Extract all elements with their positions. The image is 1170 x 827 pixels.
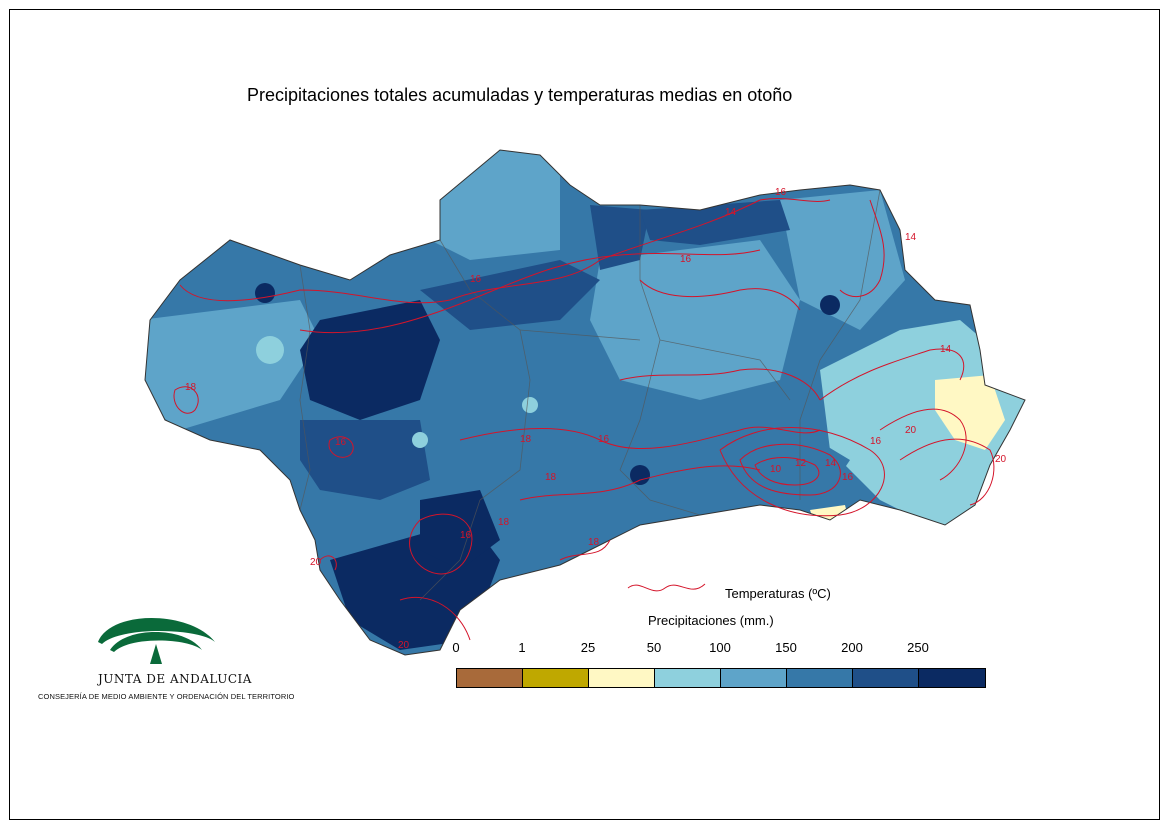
bin-label: 250 <box>907 640 929 655</box>
temperature-legend-label: Temperaturas (ºC) <box>725 586 831 601</box>
isotherm-label: 20 <box>398 640 410 651</box>
isotherm-label: 18 <box>588 537 600 548</box>
bin-label: 1 <box>518 640 526 655</box>
isotherm-label: 18 <box>520 434 532 445</box>
bin-label: 50 <box>646 640 662 655</box>
isotherm-label: 20 <box>310 557 322 568</box>
logo-name: JUNTA DE ANDALUCIA <box>98 672 252 686</box>
bin-swatch <box>655 669 721 687</box>
precipitation-color-bins <box>456 668 986 688</box>
isotherm-label: 16 <box>460 530 472 541</box>
isotherm-label: 14 <box>940 344 952 355</box>
bin-label: 200 <box>841 640 863 655</box>
bin-swatch <box>919 669 985 687</box>
isotherm-label: 16 <box>870 436 882 447</box>
isotherm-label: 14 <box>905 232 917 243</box>
bin-swatch <box>589 669 655 687</box>
isotherm-label: 18 <box>498 517 510 528</box>
isotherm-label: 14 <box>725 207 737 218</box>
isotherm-label: 20 <box>995 454 1007 465</box>
bin-swatch <box>523 669 589 687</box>
isotherm-label: 16 <box>775 187 787 198</box>
isotherms <box>173 198 995 641</box>
isotherm-label: 16 <box>598 434 610 445</box>
bin-label: 25 <box>580 640 596 655</box>
precipitation-legend-label: Precipitaciones (mm.) <box>648 613 774 628</box>
isotherm-label: 18 <box>545 472 557 483</box>
isotherm-label: 20 <box>905 425 917 436</box>
province-boundaries <box>299 189 881 601</box>
isotherm-label: 18 <box>185 382 197 393</box>
bin-swatch <box>721 669 787 687</box>
bin-swatch <box>457 669 523 687</box>
bin-label: 0 <box>452 640 460 655</box>
map-title: Precipitaciones totales acumuladas y tem… <box>247 85 793 105</box>
bin-label: 150 <box>775 640 797 655</box>
isotherm-label: 16 <box>842 472 854 483</box>
bin-swatch <box>853 669 919 687</box>
isotherm-label: 16 <box>680 254 692 265</box>
bin-label: 100 <box>709 640 731 655</box>
precipitation-bin-labels: 0 1 25 50 100 150 200 250 <box>452 640 1056 656</box>
logo-subtitle: CONSEJERÍA DE MEDIO AMBIENTE Y ORDENACIÓ… <box>38 692 295 701</box>
isotherm-label: 14 <box>825 458 837 469</box>
precipitation-zones <box>145 150 1025 650</box>
isotherm-label: 12 <box>795 458 807 469</box>
isotherm-label: 16 <box>335 437 347 448</box>
isotherm-labels: 16 14 16 14 16 18 16 18 16 18 14 16 20 1… <box>185 187 1007 651</box>
temperature-legend-line <box>627 583 706 592</box>
isotherm-label: 16 <box>470 274 482 285</box>
bin-swatch <box>787 669 853 687</box>
isotherm-label: 10 <box>770 464 782 475</box>
junta-andalucia-logo-icon <box>98 618 215 664</box>
